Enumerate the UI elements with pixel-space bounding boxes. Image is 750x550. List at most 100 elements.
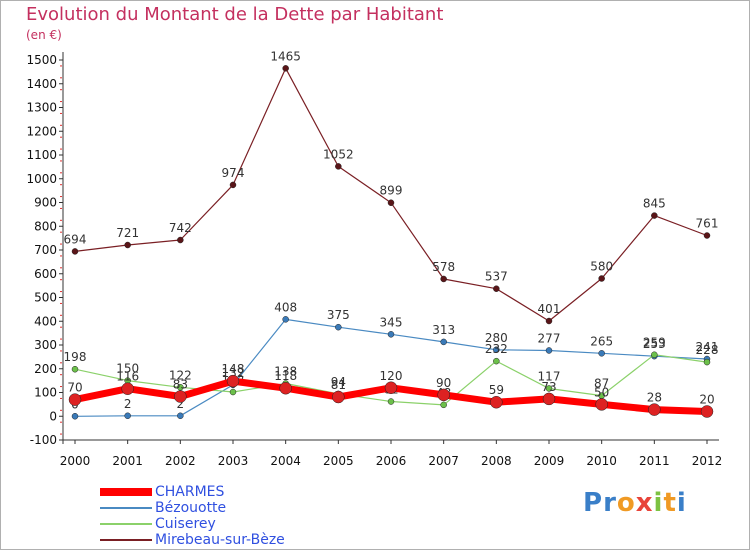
x-tick-label: 2008 — [481, 454, 512, 468]
data-point-bezouotte — [124, 412, 131, 420]
data-label-charmes: 50 — [594, 385, 609, 399]
data-point-mirebeau-sur-beze — [545, 317, 553, 325]
data-label-mirebeau-sur-beze: 899 — [380, 184, 403, 198]
y-tick-label: 500 — [34, 291, 57, 305]
data-point-cuiserey — [387, 398, 395, 405]
data-point-charmes — [174, 390, 187, 403]
data-label-charmes: 90 — [436, 376, 451, 390]
data-point-bezouotte — [545, 347, 553, 354]
data-point-bezouotte — [493, 346, 500, 353]
data-label-cuiserey: 232 — [485, 342, 508, 356]
data-label-mirebeau-sur-beze: 537 — [485, 270, 508, 284]
data-label-charmes: 59 — [489, 383, 504, 397]
data-label-bezouotte: 345 — [380, 315, 403, 329]
logo-letter: t — [663, 488, 677, 518]
data-point-bezouotte — [282, 316, 289, 323]
data-label-mirebeau-sur-beze: 1052 — [323, 147, 354, 161]
data-label-bezouotte: 2 — [124, 397, 132, 411]
data-point-charmes — [595, 398, 608, 411]
data-point-charmes — [700, 405, 714, 418]
data-label-bezouotte: 277 — [538, 331, 561, 345]
data-point-mirebeau-sur-beze — [387, 199, 395, 206]
y-tick-label: 1300 — [26, 101, 57, 115]
y-tick-label: -100 — [30, 433, 57, 447]
data-point-cuiserey — [177, 384, 184, 391]
data-point-cuiserey — [651, 351, 658, 358]
data-point-mirebeau-sur-beze — [335, 163, 342, 170]
data-point-mirebeau-sur-beze — [71, 248, 79, 255]
data-point-charmes — [542, 392, 556, 406]
data-point-charmes — [490, 395, 503, 409]
legend-swatch — [100, 523, 152, 525]
data-point-mirebeau-sur-beze — [651, 212, 658, 219]
x-tick-label: 2006 — [376, 454, 407, 468]
x-tick-label: 2012 — [692, 454, 723, 468]
logo-letter: x — [635, 488, 654, 518]
data-point-charmes — [121, 382, 134, 395]
data-label-cuiserey: 198 — [64, 350, 87, 364]
logo-letter: P — [583, 488, 604, 518]
data-point-mirebeau-sur-beze — [177, 236, 184, 244]
x-tick-label: 2009 — [534, 454, 565, 468]
data-label-charmes: 148 — [222, 362, 245, 376]
data-label-cuiserey: 228 — [696, 343, 719, 357]
data-label-mirebeau-sur-beze: 578 — [432, 260, 455, 274]
data-point-mirebeau-sur-beze — [282, 65, 289, 72]
data-label-mirebeau-sur-beze: 1465 — [270, 49, 301, 63]
data-label-charmes: 73 — [541, 380, 556, 394]
x-tick-label: 2003 — [218, 454, 249, 468]
data-point-mirebeau-sur-beze — [493, 285, 500, 292]
y-tick-label: 1200 — [26, 124, 57, 138]
data-label-cuiserey: 87 — [594, 377, 609, 391]
x-tick-label: 2005 — [323, 454, 354, 468]
data-label-charmes: 70 — [67, 381, 82, 395]
data-point-mirebeau-sur-beze — [703, 232, 711, 239]
data-label-charmes: 116 — [116, 370, 139, 384]
logo-letter: i — [676, 488, 687, 518]
data-label-charmes: 28 — [647, 391, 662, 405]
y-tick-label: 800 — [34, 219, 57, 233]
data-point-charmes — [332, 390, 345, 404]
y-tick-label: 1500 — [26, 53, 57, 67]
data-label-cuiserey: 150 — [116, 362, 139, 376]
legend-swatch — [100, 539, 152, 541]
data-point-bezouotte — [71, 413, 79, 420]
data-label-mirebeau-sur-beze: 974 — [222, 166, 245, 180]
data-label-bezouotte: 408 — [274, 300, 297, 314]
y-tick-label: 1000 — [26, 172, 57, 186]
data-point-bezouotte — [335, 323, 342, 331]
data-label-cuiserey: 94 — [331, 375, 346, 389]
data-label-cuiserey: 259 — [643, 336, 666, 350]
data-label-bezouotte: 313 — [432, 323, 455, 337]
data-label-charmes: 120 — [380, 369, 403, 383]
data-point-mirebeau-sur-beze — [124, 241, 131, 249]
y-tick-label: 100 — [34, 386, 57, 400]
data-point-cuiserey — [229, 388, 237, 396]
logo-letter: o — [616, 488, 636, 518]
logo-letter: r — [603, 488, 617, 518]
x-tick-label: 2011 — [639, 454, 670, 468]
y-tick-label: 0 — [49, 409, 57, 423]
legend-swatch — [100, 507, 152, 509]
chart-title: Evolution du Montant de la Dette par Hab… — [26, 4, 444, 25]
y-tick-label: 1100 — [26, 148, 57, 162]
data-label-mirebeau-sur-beze: 401 — [538, 302, 561, 316]
data-label-mirebeau-sur-beze: 694 — [64, 232, 87, 246]
data-label-mirebeau-sur-beze: 580 — [590, 260, 613, 274]
data-point-charmes — [648, 403, 661, 416]
data-label-bezouotte: 132 — [222, 366, 245, 380]
y-tick-label: 900 — [34, 196, 57, 210]
data-label-charmes: 81 — [331, 378, 346, 392]
data-point-charmes — [384, 381, 398, 394]
legend-label: Bézouotte — [155, 500, 227, 516]
y-tick-label: 400 — [34, 314, 57, 328]
proxiti-logo: Proxiti — [583, 488, 687, 518]
data-point-mirebeau-sur-beze — [229, 181, 237, 189]
x-tick-label: 2004 — [270, 454, 301, 468]
data-label-cuiserey: 122 — [169, 368, 192, 382]
y-tick-label: 700 — [34, 243, 57, 257]
legend-label: Mirebeau-sur-Bèze — [155, 532, 285, 548]
data-point-charmes — [437, 388, 450, 402]
data-label-cuiserey: 117 — [538, 369, 561, 383]
legend-label: Cuiserey — [155, 516, 216, 532]
